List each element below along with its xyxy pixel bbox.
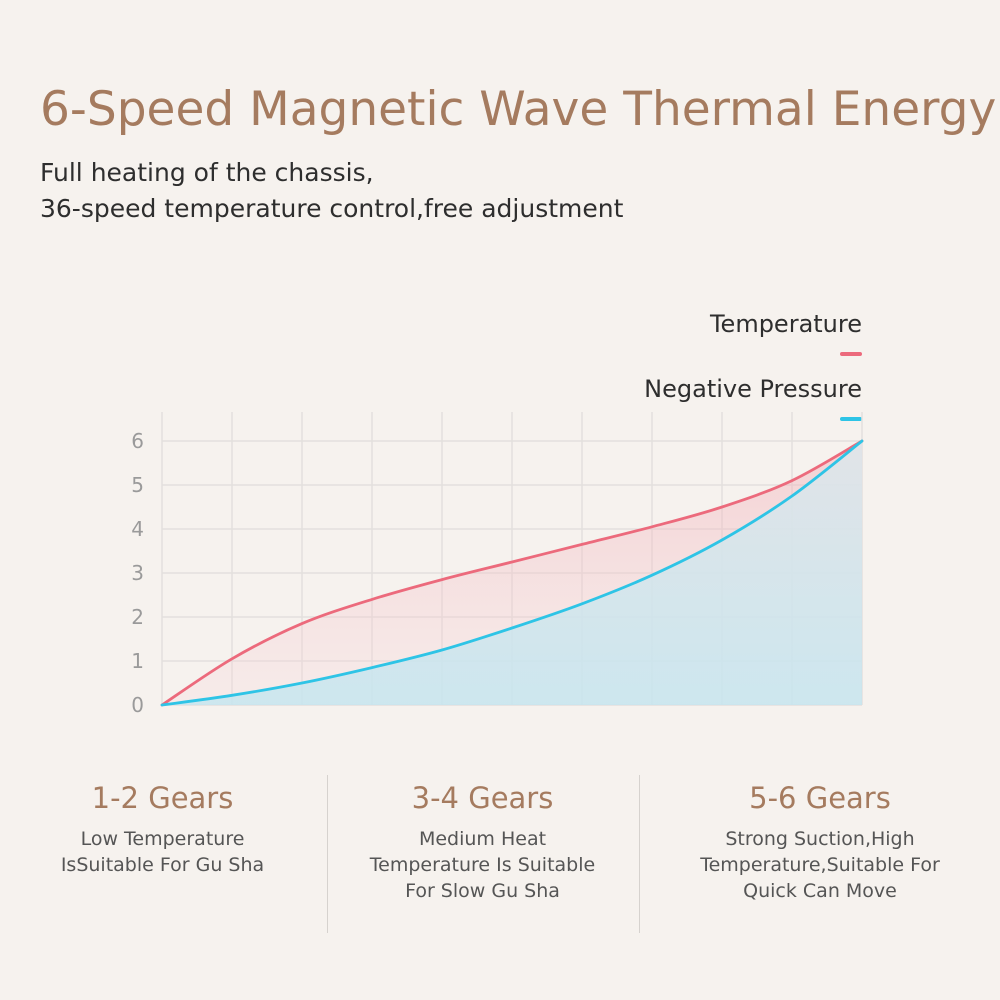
gear-description-line: IsSuitable For Gu Sha [60,854,265,876]
y-tick-label: 1 [131,649,144,673]
gear-description-line: For Slow Gu Sha [405,880,560,902]
y-tick-label: 0 [131,693,144,717]
series-area-negative-pressure [162,441,862,705]
legend-label-temperature: Temperature [709,310,862,338]
legend-swatch-temperature [840,352,862,356]
y-tick-label: 2 [131,605,144,629]
column-divider [327,775,328,933]
chart-area: 0 1 2 3 4 5 6 [131,412,864,717]
series-lines [160,439,864,707]
gear-description-line: Quick Can Move [743,880,897,902]
gear-heading: 3-4 Gears [411,781,554,815]
y-tick-label: 6 [131,429,144,453]
gear-description: Medium Heat Temperature Is Suitable For … [345,826,620,904]
series-line-temperature [160,439,864,707]
subtitle-line-1: Full heating of the chassis, [40,158,374,187]
y-tick-label: 5 [131,473,144,497]
y-axis-ticks: 0 1 2 3 4 5 6 [131,429,144,717]
gear-column-5-6: 5-6 Gears Strong Suction,High Temperatur… [660,780,980,904]
y-tick-label: 3 [131,561,144,585]
page-title: 6-Speed Magnetic Wave Thermal Energy [40,82,997,137]
gear-description-line: Medium Heat [418,828,547,850]
series-line-negative-pressure [160,439,864,707]
gear-description-line: Strong Suction,High [725,828,915,850]
gear-description: Low Temperature IsSuitable For Gu Sha [30,826,295,878]
gear-heading: 1-2 Gears [91,781,234,815]
gear-description-line: Low Temperature [80,828,245,850]
gear-column-3-4: 3-4 Gears Medium Heat Temperature Is Sui… [345,780,620,904]
gear-description-line: Temperature,Suitable For [700,854,940,876]
series-areas [162,441,862,705]
legend-swatch-negative-pressure [840,417,862,421]
gear-column-1-2: 1-2 Gears Low Temperature IsSuitable For… [30,780,295,878]
legend-label-negative-pressure: Negative Pressure [644,375,862,403]
gear-description: Strong Suction,High Temperature,Suitable… [660,826,980,904]
column-divider [639,775,640,933]
gear-heading: 5-6 Gears [749,781,891,815]
gear-description-line: Temperature Is Suitable [369,854,596,876]
y-tick-label: 4 [131,517,144,541]
subtitle-line-2: 36-speed temperature control,free adjust… [40,194,624,223]
